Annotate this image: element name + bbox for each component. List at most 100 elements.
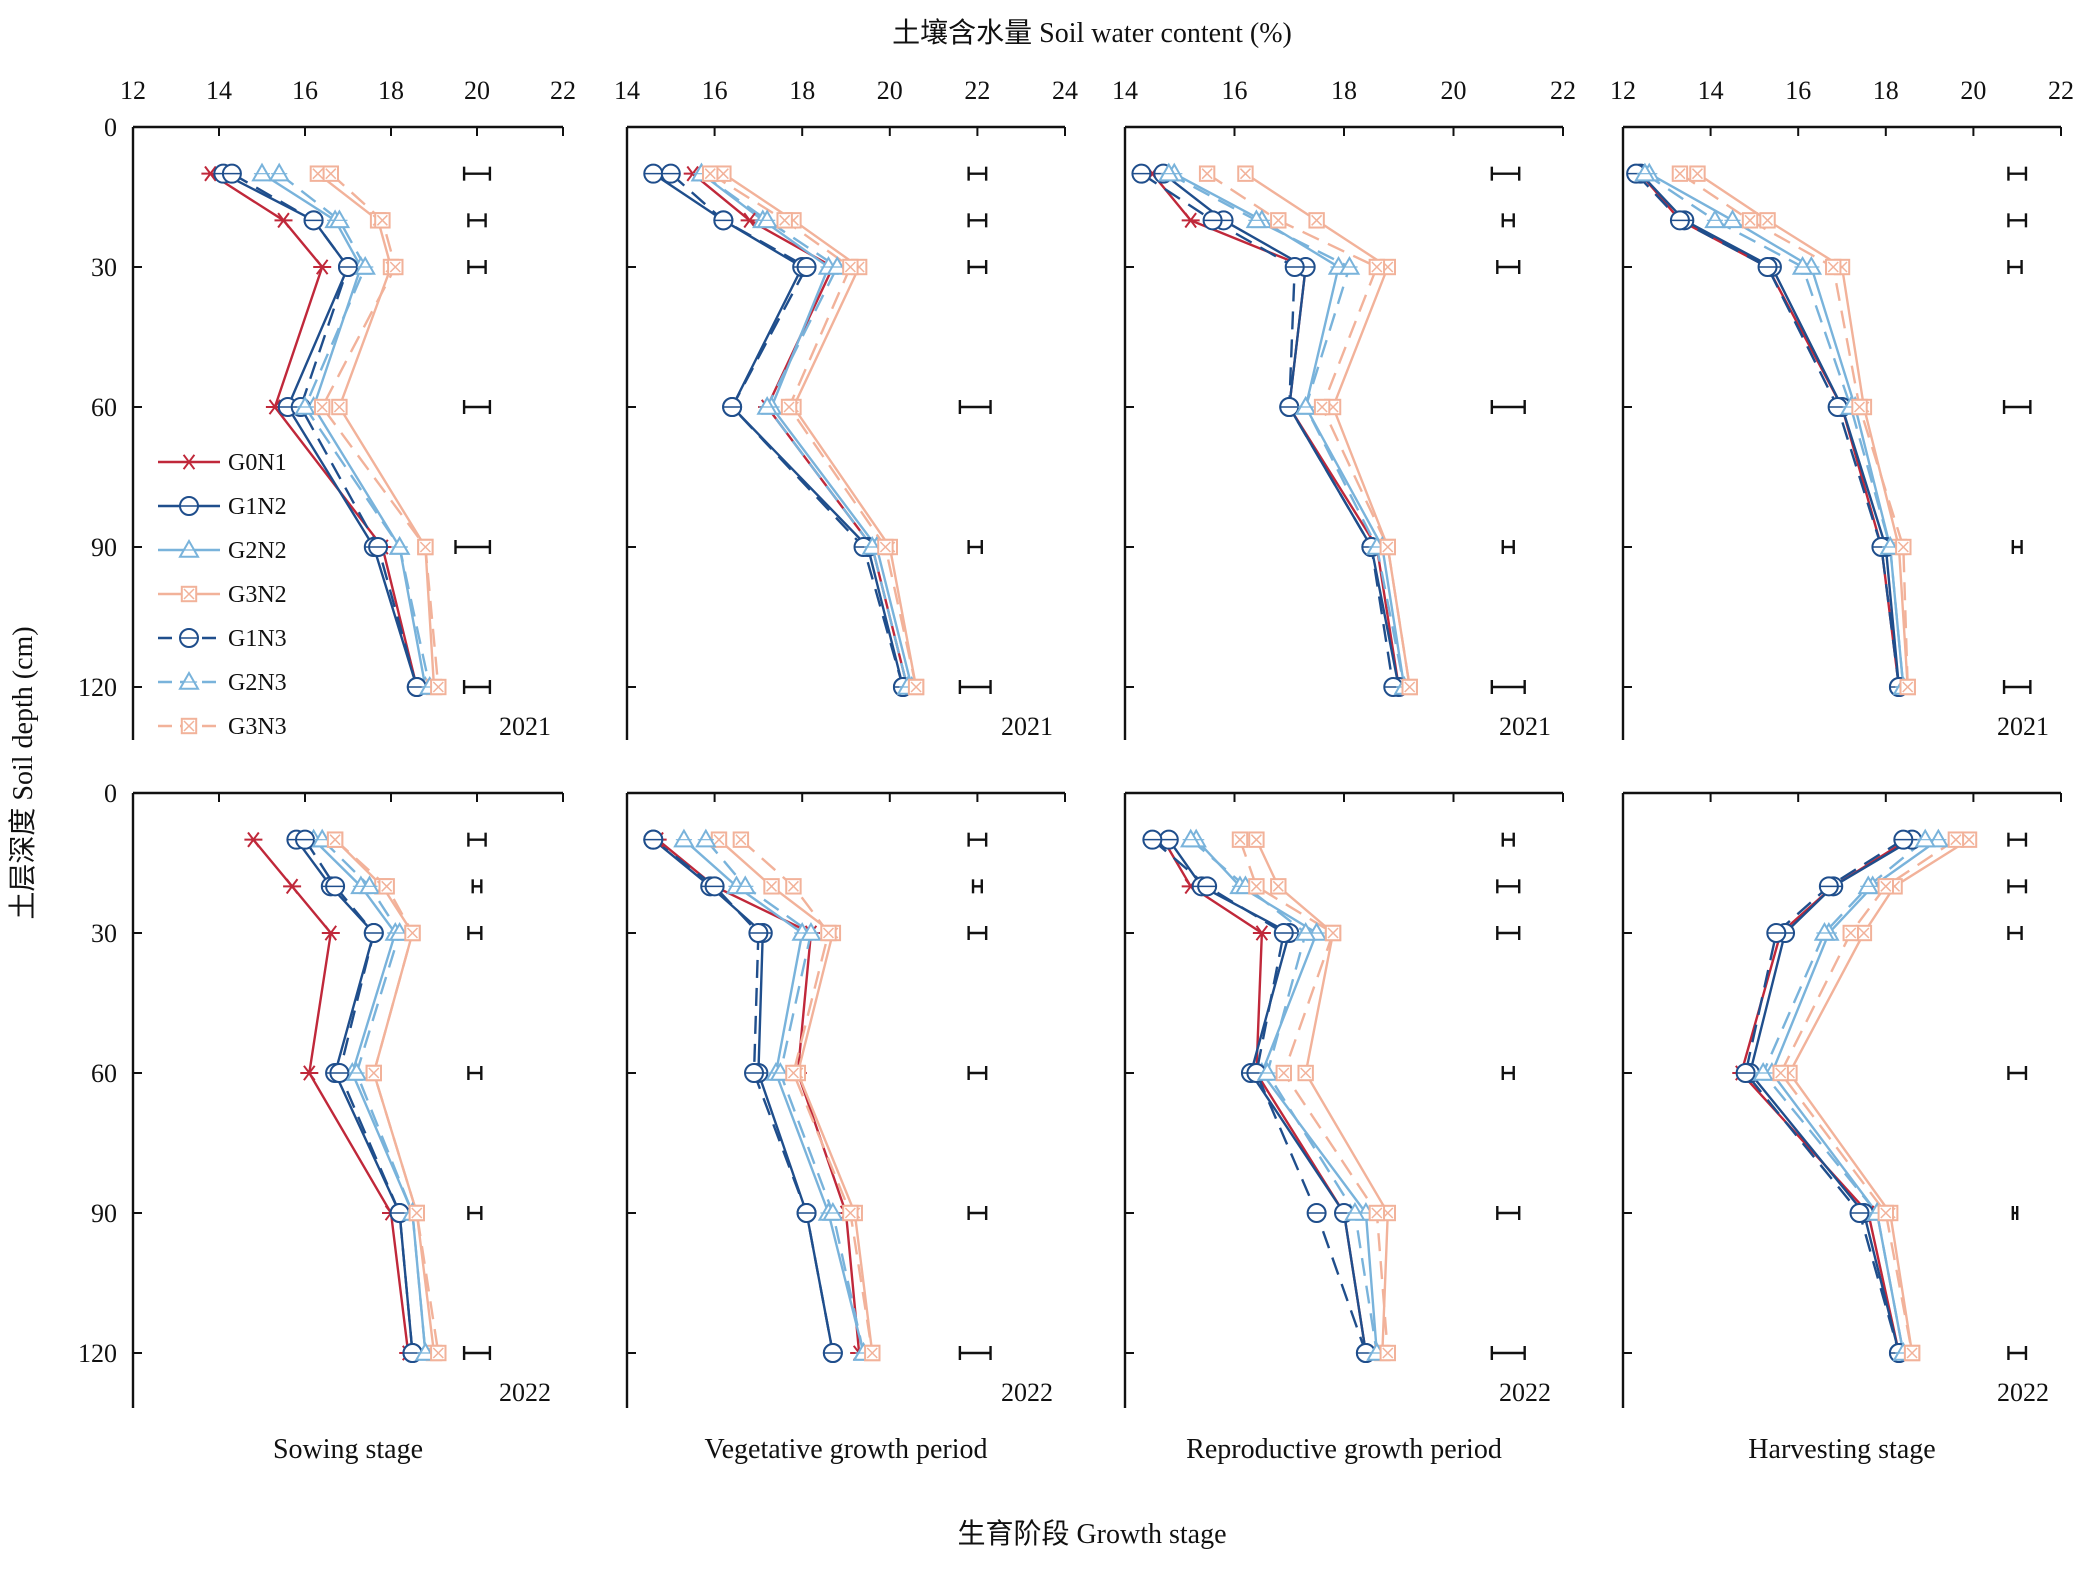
marker-G0N1	[1181, 212, 1200, 229]
series-line-G1N3	[231, 172, 418, 688]
water-tick-label: 12	[1610, 76, 1636, 105]
marker-G0N1	[313, 259, 332, 275]
year-label: 2022	[1499, 1378, 1551, 1407]
marker-G3N3-cross	[1897, 541, 1909, 553]
panel-0: 0 30 60 90 120 12 14 16 18 20 22 2021	[78, 76, 576, 741]
marker-G3N2-cross	[333, 401, 345, 413]
marker-G2N3	[311, 828, 333, 848]
depth-tick-label: 60	[91, 393, 117, 422]
series-line-G1N2	[222, 172, 418, 688]
marker-G3N3-cross	[1201, 168, 1213, 180]
marker-G3N3-cross	[1404, 681, 1416, 693]
marker-G3N2-cross	[1762, 214, 1774, 226]
marker-G2N3	[1245, 209, 1268, 229]
year-label: 2021	[1001, 712, 1053, 741]
year-label: 2022	[499, 1378, 551, 1407]
panel-3: 12 14 16 18 20 22 2021	[1610, 76, 2074, 741]
water-tick-label: 16	[1222, 76, 1248, 105]
water-tick-label: 18	[378, 76, 404, 105]
marker-G2N3	[388, 921, 411, 941]
marker-G3N3-cross	[1880, 880, 1892, 892]
marker-G3N3-cross	[381, 880, 393, 892]
series-line-G2N2	[1173, 172, 1406, 688]
panel-5: 2022	[625, 791, 1066, 1408]
water-tick-label: 22	[2048, 76, 2074, 105]
marker-G2N2	[1927, 828, 1950, 848]
marker-G0N1	[283, 878, 302, 895]
marker-G3N2-cross	[1963, 834, 1975, 846]
series-line-G2N3	[700, 172, 909, 688]
marker-G2N2	[251, 162, 273, 182]
marker-G3N3-cross	[1906, 1347, 1918, 1359]
marker-G3N3-cross	[389, 261, 401, 273]
marker-G3N3-cross	[316, 401, 328, 413]
marker-G3N3-cross	[1827, 261, 1839, 273]
legend-label-G3N3: G3N3	[228, 714, 287, 740]
series-line-G1N2	[1748, 838, 1913, 1354]
marker-G3N3-cross	[783, 401, 795, 413]
marker-G3N3-cross	[325, 168, 337, 180]
depth-tick-label: 30	[91, 253, 117, 282]
series-line-G3N3	[320, 172, 440, 688]
marker-G3N3-cross	[910, 681, 922, 693]
marker-G2N3	[328, 209, 351, 229]
stage-label: Sowing stage	[273, 1434, 423, 1465]
marker-G3N2-cross	[1239, 168, 1251, 180]
series-line-G1N3	[1635, 172, 1901, 688]
marker-G3N3-cross	[879, 541, 891, 553]
year-label: 2022	[1001, 1378, 1053, 1407]
water-tick-label: 12	[120, 76, 146, 105]
series-line-G2N2	[261, 172, 427, 688]
marker-G2N3	[769, 1061, 792, 1081]
water-tick-label: 14	[206, 76, 232, 105]
marker-G3N3-cross	[1674, 168, 1686, 180]
series-line-G0N1	[209, 172, 418, 688]
marker-G2N3	[1879, 535, 1901, 555]
legend-label-G2N2: G2N2	[228, 538, 287, 564]
marker-G3N2-cross	[1272, 880, 1284, 892]
marker-G2N3	[358, 875, 381, 895]
marker-G2N3	[1752, 1061, 1774, 1081]
depth-tick-label: 120	[78, 673, 117, 702]
marker-G2N3	[1294, 395, 1317, 415]
water-tick-label: 24	[1052, 76, 1078, 105]
legend: G0N1 G1N2 G2N2 G3N2 G1N3 G2N3 G3N3	[158, 450, 287, 740]
panel-7: 2022	[1621, 791, 2062, 1408]
marker-G3N3-cross	[1853, 401, 1866, 413]
marker-G3N3-cross	[368, 1067, 380, 1079]
water-tick-label: 16	[702, 76, 728, 105]
legend-label-G1N2: G1N2	[228, 494, 287, 520]
series-line-G2N3	[1168, 172, 1406, 688]
marker-G3N3-cross	[844, 1207, 856, 1219]
marker-G3N3-cross	[1278, 1067, 1290, 1079]
marker-G3N3-cross	[1845, 927, 1857, 939]
series-line-G0N1	[656, 838, 861, 1354]
marker-G2N3	[1294, 921, 1317, 941]
marker-G2N3	[800, 921, 822, 941]
marker-G0N1	[300, 1065, 319, 1081]
depth-tick-label: 30	[91, 919, 117, 948]
marker-G3N2-cross	[766, 880, 778, 892]
marker-G3N3-cross	[1382, 541, 1394, 553]
marker-G3N2-cross	[312, 168, 324, 180]
legend-label-G0N1: G0N1	[228, 450, 287, 476]
marker-G3N3-cross	[1880, 1207, 1892, 1219]
marker-G2N3	[388, 535, 411, 555]
marker-G3N3-cross	[1902, 681, 1914, 693]
marker-G3N3-cross	[704, 168, 716, 180]
marker-G2N3	[1338, 255, 1361, 275]
marker-G2N3	[1704, 209, 1726, 229]
series-line-G3N2	[1244, 172, 1411, 688]
series-line-G3N2	[718, 838, 874, 1354]
legend-label-G2N3: G2N3	[228, 670, 287, 696]
marker-G0N1	[244, 831, 263, 848]
series-line-G2N2	[683, 838, 865, 1354]
series-line-G0N1	[1162, 839, 1368, 1354]
water-tick-label: 22	[550, 76, 576, 105]
panel-4: 0 30 60 90 120 2022	[78, 779, 564, 1408]
marker-G2N3	[294, 395, 316, 415]
legend-marker-G2N3	[178, 670, 200, 690]
marker-G2N3	[1158, 162, 1180, 182]
series-line-G0N1	[252, 838, 410, 1354]
